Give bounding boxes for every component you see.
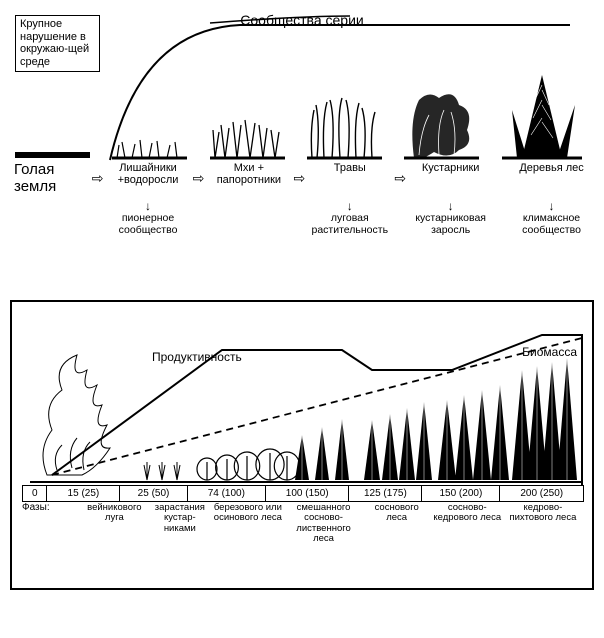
phase-number-cell: 0 bbox=[23, 486, 47, 501]
succession-diagram: Крупное нарушение в окружаю-щей среде Со… bbox=[10, 10, 594, 250]
phase-name-cell: смешанного сосново-лиственного леса bbox=[284, 503, 362, 545]
stage-label-2: Мхи + папоротники bbox=[206, 162, 291, 195]
chart-area: Продуктивность Биомасса bbox=[22, 310, 582, 485]
productivity-label: Продуктивность bbox=[152, 350, 242, 364]
stage-trees bbox=[497, 70, 594, 160]
stage-shrubs bbox=[399, 70, 496, 160]
stage-bare-ground bbox=[10, 70, 107, 160]
phase-name-cell: вейникового луга bbox=[80, 503, 148, 545]
stage-illustrations bbox=[10, 70, 594, 160]
productivity-diagram: Продуктивность Биомасса 015 (25)25 (50)7… bbox=[10, 300, 594, 590]
sub-3: ↓луговая растительность bbox=[307, 200, 392, 236]
sub-2 bbox=[206, 200, 291, 236]
phase-name-cell bbox=[58, 503, 80, 545]
productivity-chart-svg bbox=[22, 310, 584, 488]
phase-number-cell: 100 (150) bbox=[266, 486, 350, 501]
stage-grasses bbox=[302, 70, 399, 160]
phases-axis-label: Фазы: bbox=[22, 502, 58, 513]
stage-lichens bbox=[107, 70, 204, 160]
arrow-icon: ⇨ bbox=[90, 162, 106, 195]
sub-0 bbox=[10, 200, 90, 236]
stage-label-0: Голая земля bbox=[10, 162, 90, 195]
stage-mosses bbox=[205, 70, 302, 160]
phase-names-row: вейникового лугазарастания кустар-никами… bbox=[58, 503, 582, 545]
arrow-icon: ⇨ bbox=[190, 162, 206, 195]
phase-name-cell: зарастания кустар-никами bbox=[148, 503, 211, 545]
phase-name-cell: березового или осинового леса bbox=[211, 503, 284, 545]
sub-4: ↓кустарниковая заросль bbox=[408, 200, 493, 236]
phase-number-cell: 15 (25) bbox=[47, 486, 120, 501]
stage-label-5: Деревья лес bbox=[509, 162, 594, 195]
stage-labels-row: Голая земля ⇨ Лишайники +водоросли ⇨ Мхи… bbox=[10, 162, 594, 195]
phase-number-cell: 25 (50) bbox=[120, 486, 187, 501]
biomass-label: Биомасса bbox=[522, 345, 577, 359]
arrow-icon: ⇨ bbox=[291, 162, 307, 195]
stage-label-3: Травы bbox=[307, 162, 392, 195]
sub-5: ↓климаксное сообщество bbox=[509, 200, 594, 236]
phase-number-cell: 150 (200) bbox=[422, 486, 500, 501]
sub-1: ↓пионерное сообщество bbox=[106, 200, 191, 236]
phase-name-cell: кедрово-пихтового леса bbox=[504, 503, 582, 545]
phase-number-cell: 74 (100) bbox=[188, 486, 266, 501]
phase-number-cell: 125 (175) bbox=[349, 486, 422, 501]
phase-number-cell: 200 (250) bbox=[500, 486, 583, 501]
phase-name-cell: соснового леса bbox=[363, 503, 431, 545]
stage-label-1: Лишайники +водоросли bbox=[106, 162, 191, 195]
phase-name-cell: сосново-кедрового леса bbox=[431, 503, 504, 545]
sub-labels-row: ⇨ ↓пионерное сообщество ⇨ ⇨ ↓луговая рас… bbox=[10, 200, 594, 236]
arrow-icon: ⇨ bbox=[392, 162, 408, 195]
stage-label-4: Кустарники bbox=[408, 162, 493, 195]
